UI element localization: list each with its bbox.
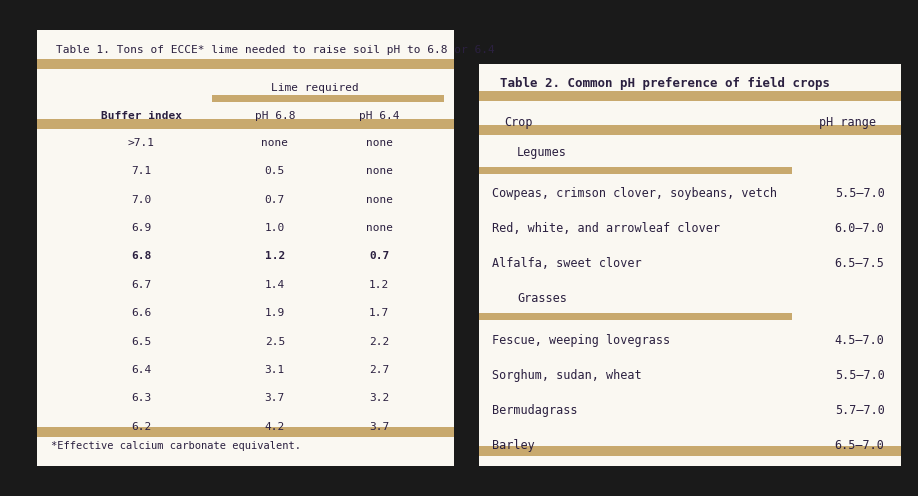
Text: none: none	[365, 166, 393, 177]
Text: 6.5: 6.5	[131, 337, 151, 347]
Text: 1.0: 1.0	[264, 223, 285, 233]
Text: Cowpeas, crimson clover, soybeans, vetch: Cowpeas, crimson clover, soybeans, vetch	[492, 187, 777, 200]
Text: 5.5–7.0: 5.5–7.0	[834, 187, 885, 200]
FancyBboxPatch shape	[479, 167, 791, 174]
Text: 6.3: 6.3	[131, 393, 151, 403]
FancyBboxPatch shape	[479, 124, 901, 135]
Text: 1.2: 1.2	[369, 280, 389, 290]
Text: Barley: Barley	[492, 438, 534, 451]
Text: Bermudagrass: Bermudagrass	[492, 404, 577, 417]
FancyBboxPatch shape	[37, 427, 454, 436]
Text: 3.1: 3.1	[264, 365, 285, 375]
Text: 6.2: 6.2	[131, 422, 151, 432]
Text: 4.5–7.0: 4.5–7.0	[834, 334, 885, 347]
Text: 4.2: 4.2	[264, 422, 285, 432]
Text: 0.5: 0.5	[264, 166, 285, 177]
Text: 3.2: 3.2	[369, 393, 389, 403]
Text: 6.4: 6.4	[131, 365, 151, 375]
Text: Lime required: Lime required	[271, 83, 358, 93]
Text: pH 6.8: pH 6.8	[254, 112, 295, 122]
Text: none: none	[365, 138, 393, 148]
Text: 3.7: 3.7	[264, 393, 285, 403]
Text: pH 6.4: pH 6.4	[359, 112, 399, 122]
Text: Sorghum, sudan, wheat: Sorghum, sudan, wheat	[492, 369, 642, 381]
Text: 1.9: 1.9	[264, 308, 285, 318]
Text: 5.5–7.0: 5.5–7.0	[834, 369, 885, 381]
FancyBboxPatch shape	[37, 119, 454, 129]
FancyBboxPatch shape	[479, 313, 791, 320]
Text: 1.7: 1.7	[369, 308, 389, 318]
Text: 2.7: 2.7	[369, 365, 389, 375]
FancyBboxPatch shape	[212, 95, 444, 102]
Text: pH range: pH range	[819, 116, 876, 129]
Text: Grasses: Grasses	[517, 292, 567, 305]
Text: 6.0–7.0: 6.0–7.0	[834, 222, 885, 236]
Text: none: none	[365, 223, 393, 233]
Text: Legumes: Legumes	[517, 146, 567, 159]
Text: 6.7: 6.7	[131, 280, 151, 290]
Text: 6.5–7.5: 6.5–7.5	[834, 257, 885, 270]
Text: 1.2: 1.2	[264, 251, 285, 261]
Text: 3.7: 3.7	[369, 422, 389, 432]
Text: 5.7–7.0: 5.7–7.0	[834, 404, 885, 417]
Text: 0.7: 0.7	[369, 251, 389, 261]
Text: Crop: Crop	[505, 116, 533, 129]
FancyBboxPatch shape	[479, 91, 901, 102]
Text: 6.6: 6.6	[131, 308, 151, 318]
Text: *Effective calcium carbonate equivalent.: *Effective calcium carbonate equivalent.	[51, 441, 301, 451]
Text: 0.7: 0.7	[264, 195, 285, 205]
Text: Alfalfa, sweet clover: Alfalfa, sweet clover	[492, 257, 642, 270]
Text: 7.0: 7.0	[131, 195, 151, 205]
Text: 6.9: 6.9	[131, 223, 151, 233]
FancyBboxPatch shape	[479, 446, 901, 456]
Text: 7.1: 7.1	[131, 166, 151, 177]
Text: 1.4: 1.4	[264, 280, 285, 290]
Text: 2.5: 2.5	[264, 337, 285, 347]
Text: 6.8: 6.8	[131, 251, 151, 261]
Text: Buffer index: Buffer index	[101, 112, 182, 122]
Text: none: none	[365, 195, 393, 205]
Text: none: none	[262, 138, 288, 148]
Text: Table 1. Tons of ECCE* lime needed to raise soil pH to 6.8 or 6.4: Table 1. Tons of ECCE* lime needed to ra…	[55, 45, 494, 55]
Text: 2.2: 2.2	[369, 337, 389, 347]
Text: Fescue, weeping lovegrass: Fescue, weeping lovegrass	[492, 334, 670, 347]
Text: >7.1: >7.1	[128, 138, 154, 148]
Text: Red, white, and arrowleaf clover: Red, white, and arrowleaf clover	[492, 222, 720, 236]
FancyBboxPatch shape	[37, 60, 454, 69]
Text: 6.5–7.0: 6.5–7.0	[834, 438, 885, 451]
Text: Table 2. Common pH preference of field crops: Table 2. Common pH preference of field c…	[500, 76, 830, 90]
